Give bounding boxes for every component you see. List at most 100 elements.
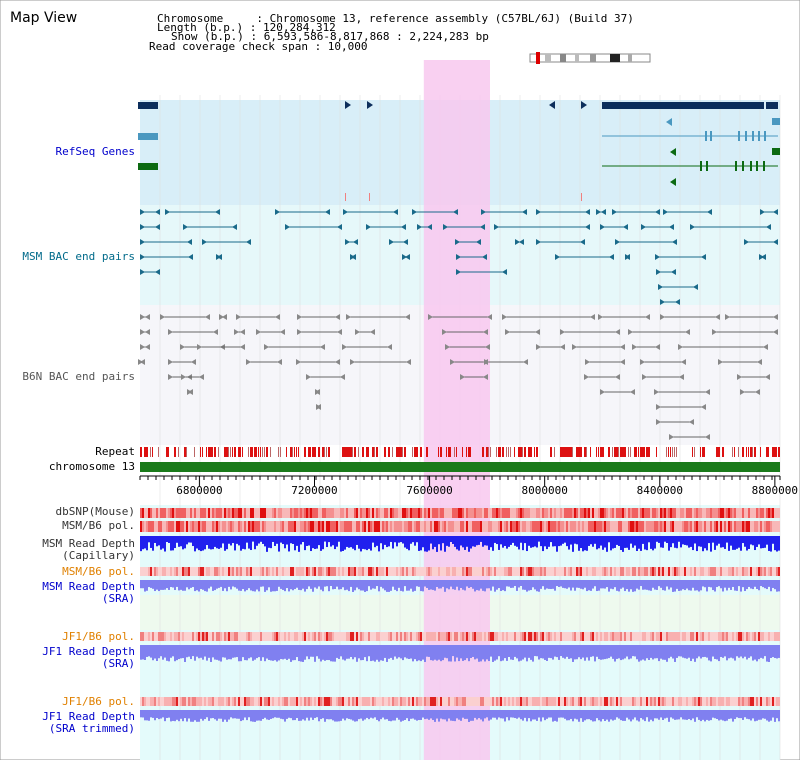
msm-read-depth-capillary-bar [414,536,416,546]
jf1-b6-pol-2-cell [472,697,474,706]
msm-b6-pol-sra-cell [174,567,176,576]
jf1-b6-pol-2-cell [656,697,658,706]
msm-b6-pol-cell [388,521,390,532]
jf1-b6-pol-cell [146,632,148,641]
jf1-read-depth-trimmed-bar [494,710,496,718]
jf1-read-depth-sra-bar [434,645,436,660]
msm-read-depth-sra-bar [370,580,372,590]
jf1-read-depth-sra-bar [178,645,180,660]
msm-b6-pol-sra-cell [514,567,516,576]
msm-read-depth-capillary-bar [440,536,442,551]
msm-read-depth-sra-bar [316,580,318,589]
jf1-read-depth-trimmed-bar [314,710,316,718]
msm-b6-pol-cell [740,521,742,532]
dbsnp-cell [546,508,548,518]
msm-b6-pol-cell [594,521,596,532]
jf1-read-depth-sra-bar [288,645,290,659]
jf1-read-depth-sra-bar [544,645,546,660]
msm-b6-pol-cell [528,521,530,532]
bac-end [660,299,665,305]
msm-read-depth-sra-bar [630,580,632,590]
dbsnp-cell [584,508,586,518]
jf1-read-depth-trimmed-bar [472,710,474,721]
jf1-read-depth-sra-bar [618,645,620,659]
jf1-b6-pol-cell [224,632,226,641]
jf1-b6-pol-cell [412,632,414,641]
jf1-b6-pol-2-cell [154,697,156,706]
jf1-read-depth-trimmed-bar [188,710,190,719]
jf1-read-depth-trimmed-bar [768,710,770,722]
msm-read-depth-sra-bar [704,580,706,588]
dbsnp-cell [598,508,600,518]
msm-read-depth-sra-bar [520,580,522,587]
repeat-mark [510,447,511,457]
msm-b6-pol-cell [504,521,506,532]
jf1-read-depth-sra-bar [350,645,352,657]
jf1-b6-pol-2-cell [364,697,366,706]
jf1-read-depth-trimmed-bar [192,710,194,722]
jf1-b6-pol-2-cell [648,697,650,706]
dbsnp-cell [738,508,740,518]
jf1-read-depth-trimmed-bar [716,710,718,720]
msm-read-depth-sra-bar [478,580,480,591]
jf1-read-depth-sra-bar [492,645,494,662]
msm-b6-pol-sra-cell [304,567,306,576]
jf1-read-depth-trimmed-bar [250,710,252,722]
jf1-b6-pol-cell [620,632,622,641]
jf1-b6-pol-cell [724,632,726,641]
dbsnp-cell [270,508,272,518]
msm-b6-pol-cell [632,521,634,532]
jf1-b6-pol-cell [340,632,342,641]
msm-b6-pol-cell [550,521,552,532]
msm-b6-pol-sra-cell [682,567,684,576]
msm-b6-pol-sra-cell [332,567,334,576]
msm-read-depth-capillary-bar [502,536,504,548]
jf1-read-depth-sra-bar [410,645,412,659]
jf1-read-depth-sra-bar [374,645,376,662]
jf1-b6-pol-cell [576,632,578,641]
jf1-read-depth-sra-bar [384,645,386,658]
msm-b6-pol-sra-cell [726,567,728,576]
jf1-b6-pol-2-cell [556,697,558,706]
msm-read-depth-capillary-bar [416,536,418,543]
jf1-b6-pol-cell [770,632,772,641]
dbsnp-cell [472,508,474,518]
jf1-read-depth-trimmed-bar [166,710,168,718]
jf1-read-depth-sra-bar [406,645,408,659]
jf1-b6-pol-cell [634,632,636,641]
jf1-b6-pol-2-cell [394,697,396,706]
msm-read-depth-capillary-bar [768,536,770,551]
msm-read-depth-sra-bar [338,580,340,590]
jf1-b6-pol-2-cell [320,697,322,706]
msm-b6-pol-sra-cell [214,567,216,576]
dbsnp-cell [276,508,278,518]
dbsnp-cell [464,508,466,518]
msm-read-depth-sra-bar [770,580,772,592]
gene-mark [369,193,370,201]
msm-read-depth-sra-bar [254,580,256,592]
msm-read-depth-capillary-bar [696,536,698,552]
jf1-read-depth-sra-bar [240,645,242,662]
msm-b6-pol-cell [152,521,154,532]
msm-b6-pol-cell [756,521,758,532]
msm-b6-pol-cell [454,521,456,532]
jf1-read-depth-sra-bar [666,645,668,662]
dbsnp-cell [550,508,552,518]
dbsnp-cell [526,508,528,518]
jf1-read-depth-trimmed-bar [724,710,726,722]
jf1-read-depth-trimmed-bar [580,710,582,719]
bac-end [246,359,251,365]
msm-read-depth-capillary-bar [602,536,604,550]
msm-read-depth-capillary-bar [596,536,598,550]
jf1-read-depth-sra-bar [322,645,324,660]
msm-read-depth-capillary-bar [650,536,652,549]
msm-read-depth-capillary-bar [240,536,242,551]
msm-read-depth-capillary-bar [230,536,232,546]
jf1-read-depth-trimmed-bar [664,710,666,719]
jf1-b6-pol-2-cell [442,697,444,706]
bac-end [140,254,145,260]
msm-b6-pol-sra-cell [394,567,396,576]
repeat-mark [438,447,439,457]
jf1-read-depth-sra-bar [520,645,522,661]
